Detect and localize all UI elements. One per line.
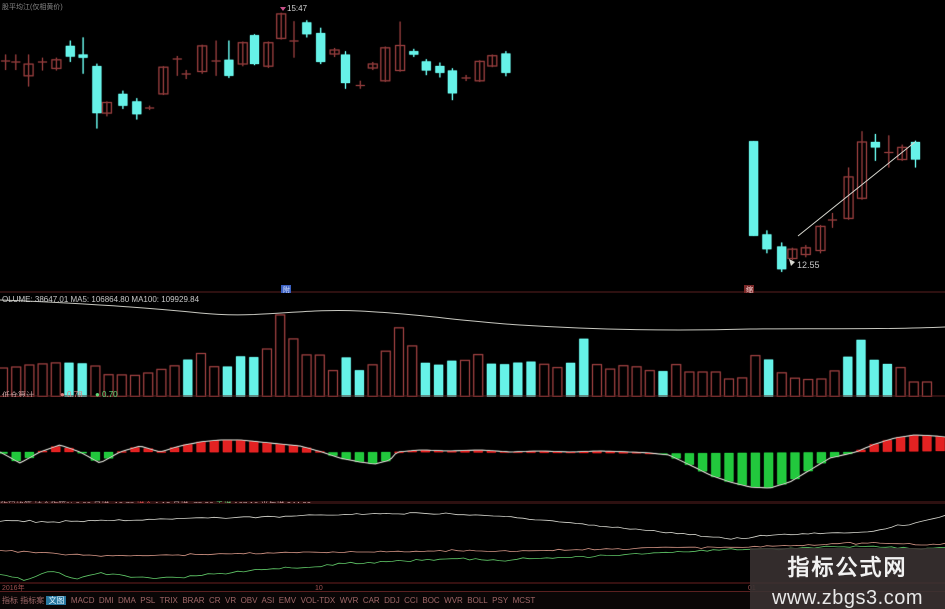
svg-text:15:47: 15:47: [287, 4, 308, 13]
svg-text:12.55: 12.55: [797, 260, 820, 270]
svg-text:缩: 缩: [746, 285, 753, 293]
svg-text:2016年: 2016年: [2, 583, 25, 591]
svg-text:附: 附: [283, 285, 290, 293]
